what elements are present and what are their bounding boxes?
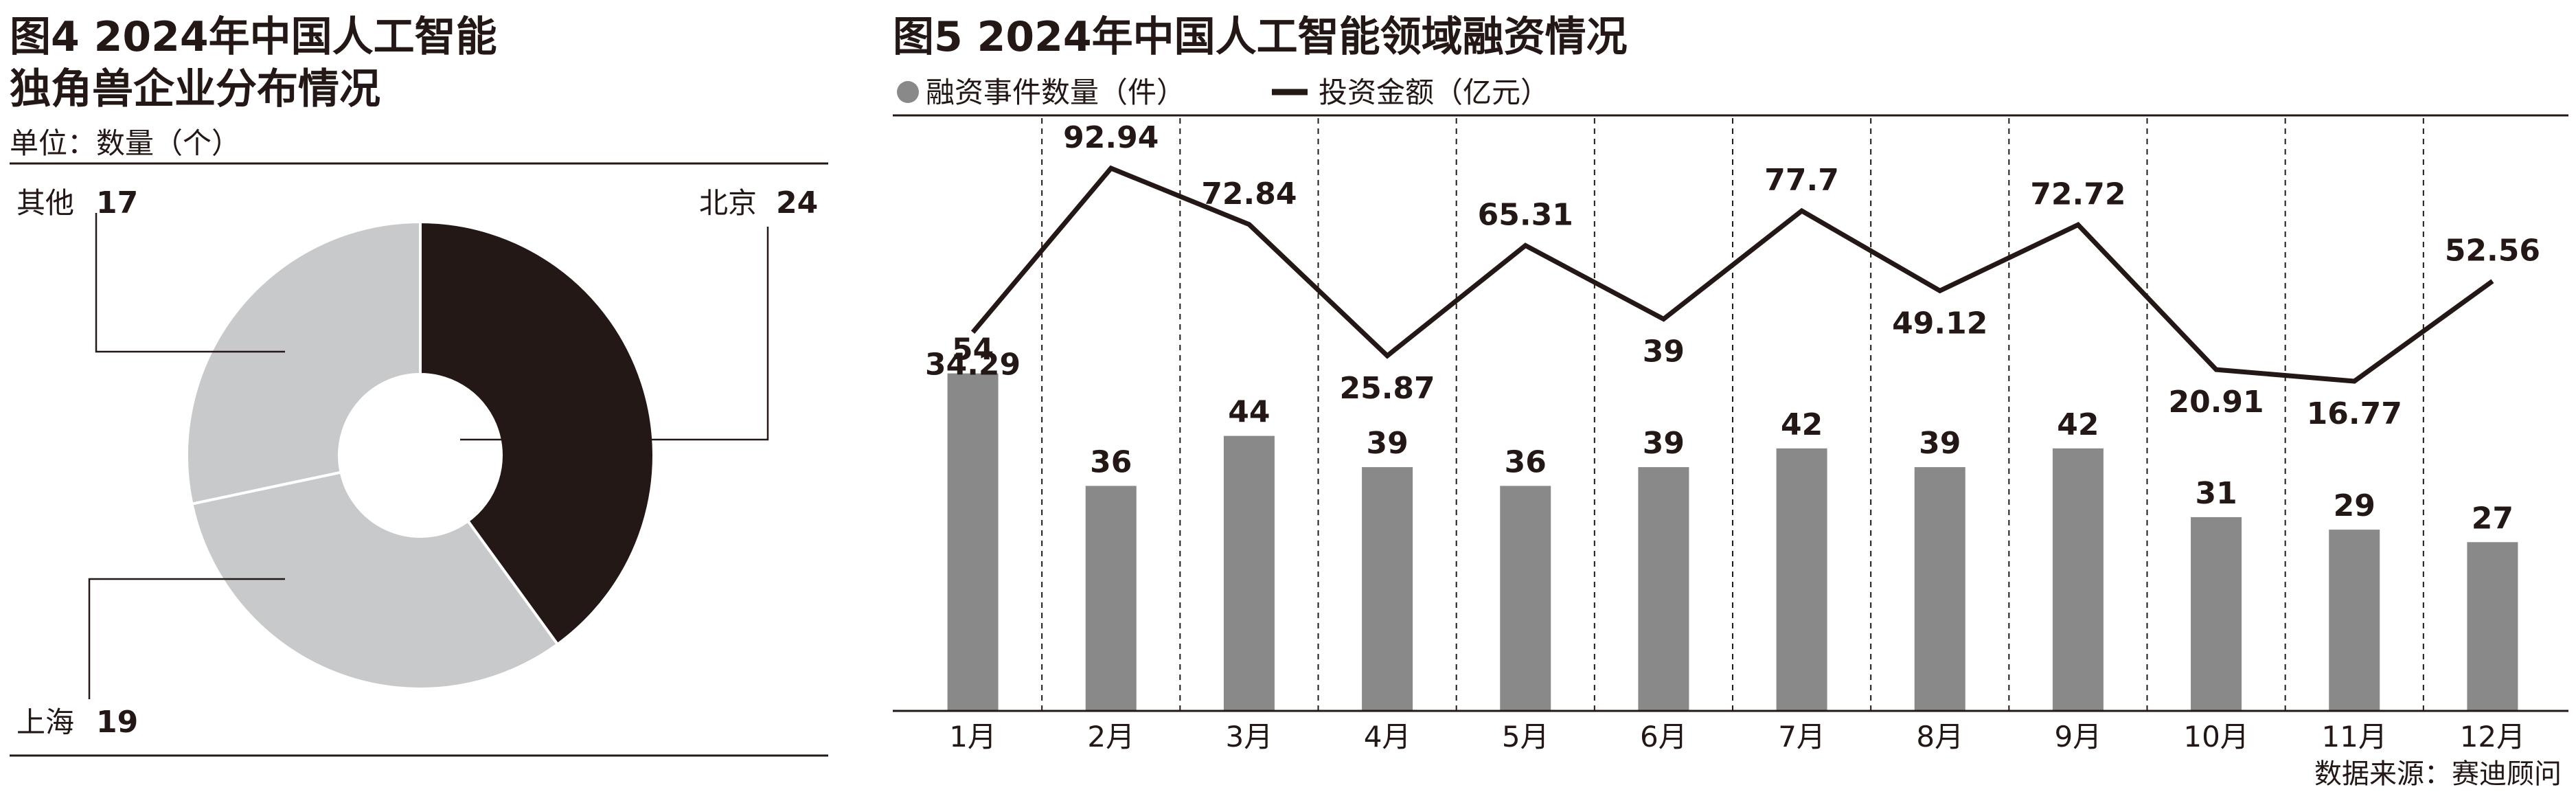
bar	[1914, 467, 1965, 711]
bar-value-label: 36	[1090, 444, 1132, 479]
bar	[2467, 542, 2518, 711]
combo-chart-panel: 图5 2024年中国人工智能领域融资情况 融资事件数量（件） 投资金额（亿元） …	[893, 13, 2568, 790]
bar-value-label: 42	[1781, 407, 1823, 442]
x-tick-label: 8月	[1916, 720, 1963, 753]
line-path	[970, 165, 2494, 384]
x-tick-label: 7月	[1778, 720, 1825, 753]
bar	[947, 373, 999, 711]
pie-label-beijing-name: 北京	[699, 186, 757, 220]
pie-label-other-value: 17	[96, 185, 138, 220]
pie-slice-shanghai	[190, 470, 560, 690]
x-tick-label: 9月	[2055, 720, 2102, 753]
pie-title-line2: 独角兽企业分布情况	[10, 65, 380, 113]
bar	[1223, 435, 1275, 711]
x-tick-label: 11月	[2322, 720, 2387, 753]
line-value-label: 72.72	[2030, 177, 2125, 212]
bar-value-label: 39	[1643, 426, 1685, 461]
bar-value-label: 42	[2057, 407, 2099, 442]
bar	[1638, 467, 1689, 711]
x-tick-label: 4月	[1364, 720, 1411, 753]
bar-value-label: 54	[952, 332, 994, 367]
pie-slice-other	[185, 220, 422, 506]
pie-title-line1: 图4 2024年中国人工智能	[10, 13, 497, 61]
line-value-label: 16.77	[2307, 396, 2402, 431]
line-value-label: 25.87	[1339, 371, 1435, 406]
line-value-label: 92.94	[1063, 120, 1159, 155]
pie-slices	[185, 220, 655, 690]
bar	[1776, 448, 1827, 711]
line-value-label: 77.7	[1764, 163, 1839, 198]
bar	[1085, 486, 1137, 711]
pie-label-beijing-value: 24	[776, 185, 818, 220]
x-tick-label: 1月	[949, 720, 996, 753]
bar-value-label: 39	[1366, 426, 1408, 461]
line-value-label: 20.91	[2168, 385, 2264, 420]
bar	[2052, 448, 2104, 711]
pie-chart-panel: 图4 2024年中国人工智能 独角兽企业分布情况 单位：数量（个） 北京 24 …	[10, 13, 828, 757]
pie-slice-beijing	[419, 220, 655, 646]
x-tick-label: 10月	[2183, 720, 2248, 753]
leader-line-shanghai	[88, 578, 285, 699]
bar-value-label: 31	[2195, 476, 2237, 511]
bar-value-label: 29	[2334, 488, 2375, 523]
line-value-label: 65.31	[1478, 197, 1573, 232]
line-value-label: 52.56	[2445, 233, 2540, 268]
legend-bar-swatch	[897, 81, 919, 103]
x-tick-label: 6月	[1640, 720, 1687, 753]
source-note: 数据来源：赛迪顾问	[2314, 758, 2562, 790]
x-tick-label: 5月	[1502, 720, 1549, 753]
bar	[2191, 517, 2242, 711]
bar	[1500, 486, 1551, 711]
combo-title: 图5 2024年中国人工智能领域融资情况	[893, 13, 1628, 61]
line-value-label: 49.12	[1892, 306, 1987, 341]
x-tick-label: 2月	[1087, 720, 1135, 753]
line-value-label: 34.29	[925, 348, 1021, 383]
x-axis-ticks: 1月 2月 3月 4月 5月 6月 7月 8月 9月 10月 11月 12月	[949, 720, 2525, 753]
x-tick-label: 12月	[2460, 720, 2525, 753]
legend-line-label: 投资金额（亿元）	[1319, 76, 1549, 109]
line-value-label: 72.84	[1201, 177, 1297, 212]
line-series: 34.29 92.94 72.84 25.87 65.31 39 77.7 49.12 72.7…	[925, 120, 2540, 431]
bar-value-label: 27	[2472, 501, 2514, 536]
line-value-label: 39	[1643, 335, 1685, 370]
leader-line-other	[95, 213, 285, 353]
pie-unit-label: 单位：数量（个）	[10, 126, 240, 160]
x-tick-label: 3月	[1226, 720, 1273, 753]
bar-value-label: 39	[1919, 426, 1961, 461]
pie-label-shanghai-name: 上海	[16, 705, 74, 739]
bar-value-label: 44	[1228, 395, 1270, 430]
pie-label-shanghai-value: 19	[96, 705, 138, 740]
leader-line-beijing	[460, 227, 769, 441]
bar-value-label: 36	[1505, 444, 1547, 479]
legend-bar-label: 融资事件数量（件）	[926, 76, 1185, 109]
bar	[2329, 530, 2380, 711]
pie-label-other-name: 其他	[16, 186, 74, 220]
bar-series: 54 36 44 39 36 39 42 39 42 31 29 27	[947, 332, 2518, 711]
bar	[1362, 467, 1413, 711]
